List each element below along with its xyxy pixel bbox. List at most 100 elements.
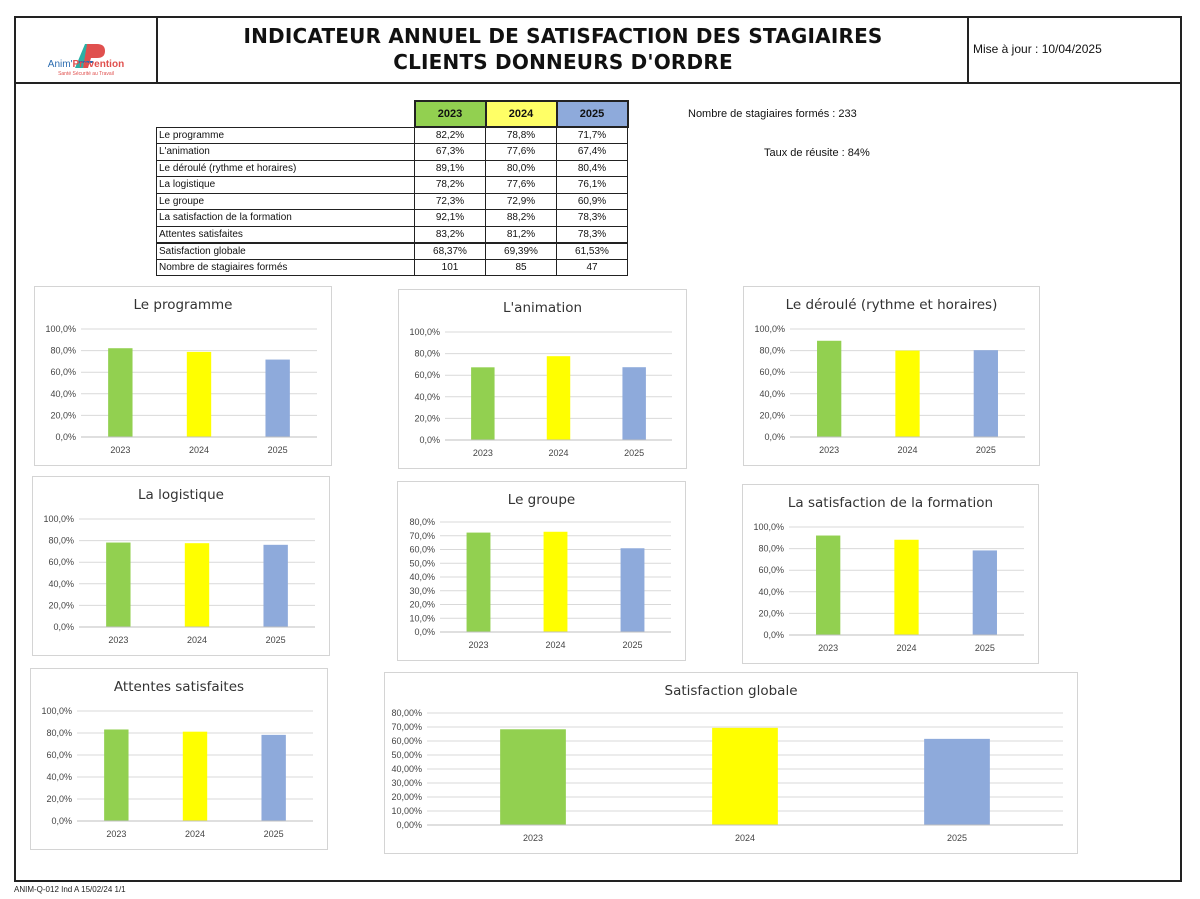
x-tick-label: 2025 xyxy=(975,643,995,653)
summary-cell: 67,3% xyxy=(414,143,486,161)
chart-title: La logistique xyxy=(138,487,224,503)
page-title: INDICATEUR ANNUEL DE SATISFACTION DES ST… xyxy=(157,16,969,84)
y-tick-label: 80,0% xyxy=(758,544,784,554)
summary-cell: 77,6% xyxy=(485,143,557,161)
x-tick-label: 2025 xyxy=(268,445,288,455)
y-tick-label: 0,0% xyxy=(419,435,440,445)
summary-cell: 76,1% xyxy=(556,176,628,194)
bar-2024 xyxy=(184,543,210,627)
summary-cell: 89,1% xyxy=(414,159,486,177)
bar-2025 xyxy=(972,550,997,635)
y-tick-label: 80,00% xyxy=(391,708,422,718)
bar-2025 xyxy=(263,544,288,627)
x-tick-label: 2024 xyxy=(189,445,209,455)
y-tick-label: 30,00% xyxy=(391,778,422,788)
x-tick-label: 2024 xyxy=(896,643,916,653)
summary-cell: 72,9% xyxy=(485,192,557,210)
y-tick-label: 80,0% xyxy=(46,728,72,738)
y-tick-label: 40,0% xyxy=(50,389,76,399)
bar-2023 xyxy=(108,348,133,437)
y-tick-label: 100,0% xyxy=(409,327,440,337)
chart-satisfaction-globale: Satisfaction globale 0,00% 10,00% 20,00% 30,… xyxy=(384,672,1078,854)
x-tick-label: 2023 xyxy=(473,448,493,458)
chart-le-groupe: Le groupe 0,0% 10,0% 20,0% 30,0% 40,0% 50,0% 60… xyxy=(397,481,686,661)
y-tick-label: 60,0% xyxy=(46,750,72,760)
y-tick-label: 70,0% xyxy=(409,531,435,541)
summary-cell: 85 xyxy=(485,258,557,276)
summary-cell: 80,4% xyxy=(556,159,628,177)
summary-row-label: L'animation xyxy=(156,143,415,161)
logo-cell: Anim'Prévention Santé Sécurité au Travai… xyxy=(14,16,158,84)
bar-2025 xyxy=(622,367,646,440)
bar-2024 xyxy=(546,356,571,440)
y-tick-label: 80,0% xyxy=(409,517,435,527)
y-tick-label: 40,0% xyxy=(414,392,440,402)
y-tick-label: 40,0% xyxy=(46,772,72,782)
y-tick-label: 20,0% xyxy=(48,600,74,610)
success-rate-value: 84% xyxy=(847,147,870,159)
summary-row-label: La logistique xyxy=(156,176,415,194)
summary-cell: 61,53% xyxy=(556,241,628,260)
summary-row-label: Le programme xyxy=(156,126,415,144)
x-tick-label: 2025 xyxy=(266,635,286,645)
y-tick-label: 20,0% xyxy=(46,794,72,804)
y-tick-label: 60,00% xyxy=(391,736,422,746)
document-reference: ANIM-Q-012 Ind A 15/02/24 1/1 xyxy=(14,885,126,894)
logo-brand: Anim'Prévention xyxy=(47,59,125,70)
x-tick-label: 2025 xyxy=(264,829,284,839)
summary-header-2024: 2024 xyxy=(484,100,558,128)
summary-row: Satisfaction globale 68,37% 69,39% 61,53% xyxy=(156,241,628,260)
y-tick-label: 40,0% xyxy=(759,389,785,399)
summary-header-row: 2023 2024 2025 xyxy=(157,100,629,128)
chart-title: Satisfaction globale xyxy=(664,683,798,699)
x-tick-label: 2024 xyxy=(187,635,207,645)
y-tick-label: 0,0% xyxy=(53,622,74,632)
chart-le-deroule: Le déroulé (rythme et horaires) 0,0% 20,0%… xyxy=(743,286,1040,466)
summary-cell: 77,6% xyxy=(485,176,557,194)
y-tick-label: 60,0% xyxy=(758,565,784,575)
y-tick-label: 20,0% xyxy=(409,600,435,610)
bar-2024 xyxy=(895,350,920,437)
trained-count: Nombre de stagiaires formés : 233 xyxy=(688,108,857,120)
trained-count-label: Nombre de stagiaires formés : xyxy=(688,108,836,120)
y-tick-label: 80,0% xyxy=(414,349,440,359)
bar-2024 xyxy=(543,531,568,632)
y-tick-label: 100,0% xyxy=(41,706,72,716)
bar-2023 xyxy=(471,367,495,440)
y-tick-label: 20,00% xyxy=(391,792,422,802)
chart-title: L'animation xyxy=(502,300,583,316)
summary-row-label: La satisfaction de la formation xyxy=(156,209,415,227)
summary-header-2023: 2023 xyxy=(413,100,487,128)
summary-cell: 68,37% xyxy=(414,241,486,260)
bar-2023 xyxy=(500,729,566,825)
y-tick-label: 60,0% xyxy=(409,545,435,555)
x-tick-label: 2023 xyxy=(523,833,543,843)
y-tick-label: 10,00% xyxy=(391,806,422,816)
chart-le-programme: Le programme 0,0% 20,0% 40,0% 60,0% 80,0% 100,… xyxy=(34,286,332,466)
chart-la-logistique: La logistique 0,0% 20,0% 40,0% 60,0% 80,0% 100… xyxy=(32,476,330,656)
x-tick-label: 2023 xyxy=(468,640,488,650)
x-tick-label: 2023 xyxy=(110,445,130,455)
y-tick-label: 60,0% xyxy=(48,557,74,567)
update-date: Mise à jour : 10/04/2025 xyxy=(967,16,1182,84)
chart-title: Le programme xyxy=(133,297,233,313)
x-tick-label: 2024 xyxy=(897,445,917,455)
y-tick-label: 20,0% xyxy=(50,410,76,420)
summary-row-label: Attentes satisfaites xyxy=(156,225,415,243)
bar-2024 xyxy=(712,727,778,825)
bar-2023 xyxy=(104,729,129,821)
summary-row-label: Le déroulé (rythme et horaires) xyxy=(156,159,415,177)
y-tick-label: 100,0% xyxy=(753,522,784,532)
summary-cell: 78,3% xyxy=(556,225,628,243)
summary-cell: 78,8% xyxy=(485,126,557,144)
chart-la-satisfaction-formation: La satisfaction de la formation 0,0% 20,0%… xyxy=(742,484,1039,664)
bar-2025 xyxy=(924,738,990,825)
title-line-1: INDICATEUR ANNUEL DE SATISFACTION DES ST… xyxy=(243,24,883,48)
chart-title: Le déroulé (rythme et horaires) xyxy=(785,297,998,313)
y-tick-label: 80,0% xyxy=(50,346,76,356)
summary-row: Attentes satisfaites 83,2% 81,2% 78,3% xyxy=(156,225,628,243)
summary-row: La satisfaction de la formation 92,1% 88,2… xyxy=(156,209,628,227)
y-tick-label: 0,0% xyxy=(51,816,72,826)
summary-table: 2023 2024 2025 Le programme 82,2% 78,8% 71,… xyxy=(156,100,629,276)
summary-row: Nombre de stagiaires formés 101 85 47 xyxy=(156,258,628,276)
